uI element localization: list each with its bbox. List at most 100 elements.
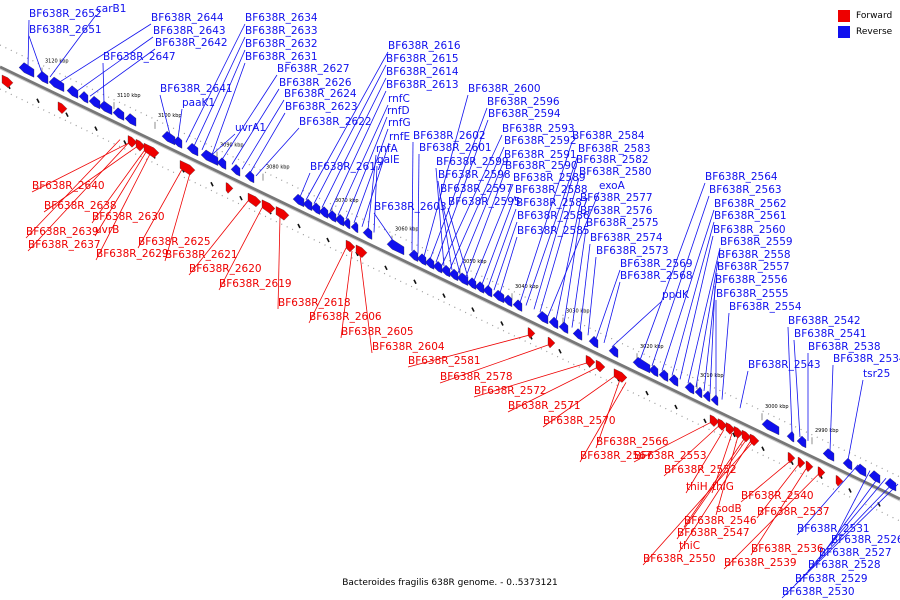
leader-line bbox=[249, 112, 286, 174]
leader-line bbox=[542, 376, 615, 428]
reverse-gene bbox=[334, 214, 345, 227]
leader-line bbox=[329, 90, 387, 212]
gene-label: tsr25 bbox=[863, 368, 890, 380]
leader-line bbox=[683, 438, 745, 528]
leader-line bbox=[525, 154, 579, 306]
leader-line bbox=[373, 212, 395, 243]
gene-label: BF638R_2626 bbox=[279, 77, 352, 89]
gene-label: BF638R_2527 bbox=[819, 547, 892, 559]
reverse-gene bbox=[786, 430, 795, 443]
gene-label: BF638R_2621 bbox=[165, 249, 238, 261]
axis-mark bbox=[65, 112, 69, 118]
leader-line bbox=[787, 326, 793, 434]
leader-line bbox=[651, 195, 710, 367]
leader-line bbox=[277, 216, 281, 310]
gene-label: BF638R_2595 bbox=[448, 196, 521, 208]
forward-gene bbox=[345, 239, 356, 253]
gene-label: BF638R_2613 bbox=[386, 79, 459, 91]
leader-line bbox=[493, 221, 518, 291]
forward-gene bbox=[225, 182, 234, 194]
gene-label: BF638R_2571 bbox=[508, 400, 581, 412]
forward-gene bbox=[261, 199, 276, 214]
gene-label: BF638R_2622 bbox=[299, 116, 372, 128]
leader-line bbox=[603, 281, 621, 344]
reverse-gene bbox=[292, 193, 305, 208]
reverse-gene bbox=[216, 157, 227, 170]
forward-gene bbox=[57, 101, 68, 114]
forward-gene bbox=[527, 327, 536, 339]
reverse-gene bbox=[822, 448, 835, 462]
forward-gene bbox=[797, 456, 806, 469]
axis-mark bbox=[674, 404, 678, 410]
forward-gene bbox=[247, 192, 262, 208]
leader-line bbox=[579, 382, 627, 463]
forward-gene bbox=[179, 160, 196, 176]
reverse-gene bbox=[658, 369, 669, 382]
axis-mark bbox=[384, 265, 388, 271]
gene-label: BF638R_2539 bbox=[724, 557, 797, 569]
leader-line bbox=[89, 48, 156, 97]
forward-gene bbox=[275, 206, 290, 221]
gene-label: BF638R_2581 bbox=[408, 355, 481, 367]
leader-line bbox=[25, 139, 121, 239]
gene-label: BF638R_2573 bbox=[596, 245, 669, 257]
axis-mark bbox=[500, 321, 504, 326]
forward-gene bbox=[787, 452, 796, 464]
gene-label: BF638R_2590 bbox=[505, 160, 578, 172]
leader-line bbox=[695, 260, 719, 388]
leader-line bbox=[77, 36, 154, 91]
leader-line bbox=[299, 172, 311, 198]
leader-line bbox=[337, 104, 389, 216]
gene-label: BF638R_2589 bbox=[513, 172, 586, 184]
reverse-gene bbox=[36, 70, 49, 85]
gene-label: rnfE bbox=[389, 131, 410, 143]
leader-line bbox=[31, 143, 129, 193]
gene-label: BF638R_2534 bbox=[833, 353, 900, 365]
gene-label: BF638R_2592 bbox=[504, 135, 577, 147]
gene-label: BF638R_2556 bbox=[715, 274, 788, 286]
gene-label: BF638R_2644 bbox=[151, 12, 224, 24]
gene-label: exoA bbox=[599, 180, 626, 192]
reverse-gene bbox=[350, 221, 359, 234]
axis-mark bbox=[761, 446, 765, 452]
gene-label: BF638R_2640 bbox=[32, 180, 105, 192]
gene-label: BF638R_2538 bbox=[808, 341, 881, 353]
leader-line bbox=[663, 426, 719, 477]
leader-line bbox=[750, 468, 807, 556]
leader-line bbox=[740, 460, 791, 503]
gene-label: BF638R_2577 bbox=[580, 192, 653, 204]
forward-gene bbox=[717, 418, 728, 431]
reverse-gene bbox=[386, 239, 405, 256]
reverse-gene bbox=[668, 374, 679, 387]
leader-line bbox=[231, 88, 280, 165]
leader-line bbox=[429, 107, 488, 260]
reverse-gene bbox=[588, 335, 599, 349]
gene-label: BF638R_2586 bbox=[517, 210, 590, 222]
gene-label: BF638R_2575 bbox=[586, 217, 659, 229]
axis-mark bbox=[703, 418, 707, 424]
leader-line bbox=[487, 208, 517, 288]
axis-mark bbox=[123, 140, 127, 145]
leader-line bbox=[211, 62, 246, 155]
leader-line bbox=[439, 344, 549, 384]
tick-label: 3060 kbp bbox=[395, 227, 419, 233]
axis-mark bbox=[413, 279, 417, 285]
reverse-gene bbox=[342, 217, 351, 230]
gene-label: uvrA1 bbox=[235, 122, 266, 134]
axis-mark bbox=[297, 223, 301, 229]
forward-gene bbox=[835, 475, 844, 487]
forward-gene bbox=[805, 460, 814, 473]
gene-label: BF638R_2529 bbox=[795, 573, 868, 585]
leader-line bbox=[411, 141, 414, 251]
leader-line bbox=[308, 247, 347, 324]
axis-mark bbox=[848, 488, 852, 493]
gene-label: BF638R_2530 bbox=[782, 586, 855, 598]
gene-label: rnfC bbox=[388, 93, 410, 105]
gene-label: rnfG bbox=[388, 117, 411, 129]
leader-line bbox=[709, 285, 716, 394]
leader-line bbox=[473, 362, 587, 398]
leader-line bbox=[340, 250, 353, 339]
axis-mark bbox=[732, 432, 736, 438]
tick-label: 3050 kbp bbox=[463, 259, 487, 265]
reverse-gene bbox=[432, 261, 443, 274]
